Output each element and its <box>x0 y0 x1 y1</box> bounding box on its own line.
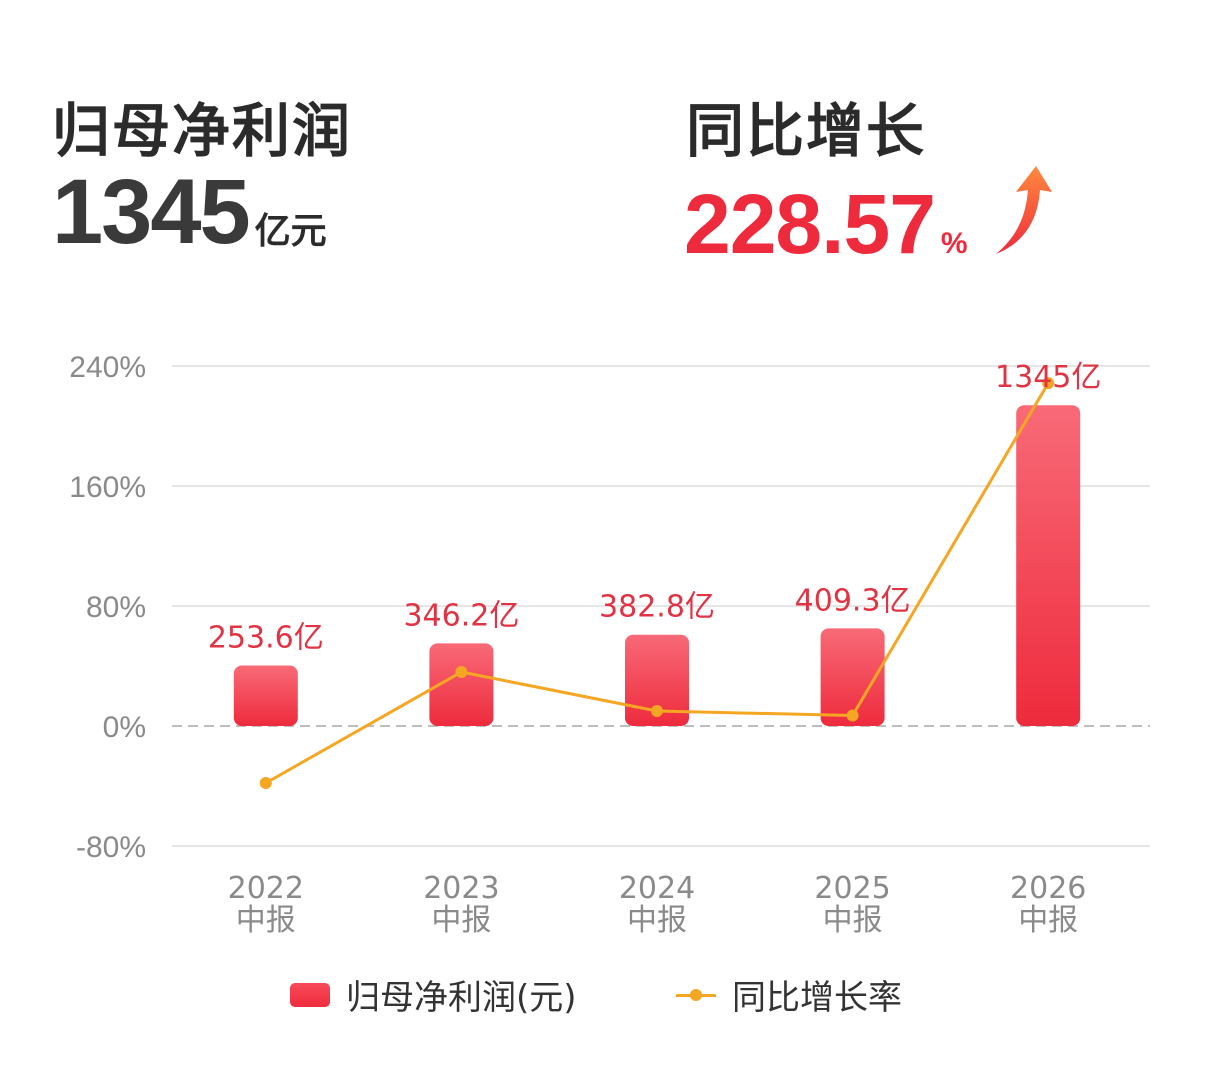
growth-value: 228.57 <box>684 177 936 271</box>
legend-line-label: 同比增长率 <box>732 978 902 1018</box>
profit-title: 归母净利润 <box>52 97 353 165</box>
bar-value-label: 253.6亿 <box>208 621 324 656</box>
legend-line-swatch <box>676 983 716 1007</box>
y-tick-label: 80% <box>86 591 146 624</box>
growth-point[interactable] <box>259 777 272 789</box>
x-tick-label: 2022 <box>228 871 304 906</box>
legend-item-growth[interactable]: 同比增长率 <box>676 970 902 1019</box>
bar-value-label: 409.3亿 <box>795 583 911 618</box>
growth-kpi-title: 同比增长 <box>686 84 926 168</box>
x-tick-label: 2023 <box>423 871 499 906</box>
profit-value: 1345 <box>52 161 251 263</box>
bar[interactable] <box>1016 405 1081 726</box>
y-tick-label: 160% <box>69 471 146 504</box>
growth-title: 同比增长 <box>686 97 927 165</box>
bar[interactable] <box>625 634 689 726</box>
y-tick-label: 240% <box>69 351 146 384</box>
profit-unit: 亿元 <box>254 211 327 252</box>
growth-point[interactable] <box>651 705 663 717</box>
legend-bar-swatch <box>290 982 330 1007</box>
profit-kpi-title: 归母净利润 <box>52 84 352 168</box>
x-tick-label: 中报 <box>1018 903 1078 938</box>
x-tick-label: 中报 <box>823 903 883 938</box>
up-arrow-icon <box>996 166 1052 254</box>
legend-item-profit[interactable]: 归母净利润(元) <box>290 970 577 1019</box>
growth-value-row: 228.57 % <box>684 176 968 273</box>
x-tick-label: 2026 <box>1010 871 1086 906</box>
bar-value-label: 1345亿 <box>995 360 1101 395</box>
bar[interactable] <box>429 643 494 726</box>
growth-point[interactable] <box>846 709 859 722</box>
bar[interactable] <box>233 665 298 726</box>
x-tick-label: 中报 <box>431 903 491 938</box>
bar-value-label: 382.8亿 <box>599 590 715 625</box>
profit-value-row: 1345 亿元 <box>52 160 327 265</box>
bar-value-label: 346.2亿 <box>403 598 519 633</box>
growth-point[interactable] <box>455 666 468 678</box>
x-tick-label: 中报 <box>236 903 296 938</box>
legend-bar-label: 归母净利润(元) <box>346 978 577 1018</box>
bar[interactable] <box>820 628 885 726</box>
y-tick-label: -80% <box>76 831 146 864</box>
y-tick-label: 0% <box>103 711 146 744</box>
x-tick-label: 2025 <box>814 871 890 906</box>
growth-point[interactable] <box>1042 377 1055 390</box>
x-tick-label: 2024 <box>619 871 695 906</box>
chart: 240%160%80%0%-80% 253.6亿2022中报346.2亿2023… <box>69 351 1150 938</box>
growth-unit: % <box>940 227 968 260</box>
x-tick-label: 中报 <box>627 903 687 938</box>
